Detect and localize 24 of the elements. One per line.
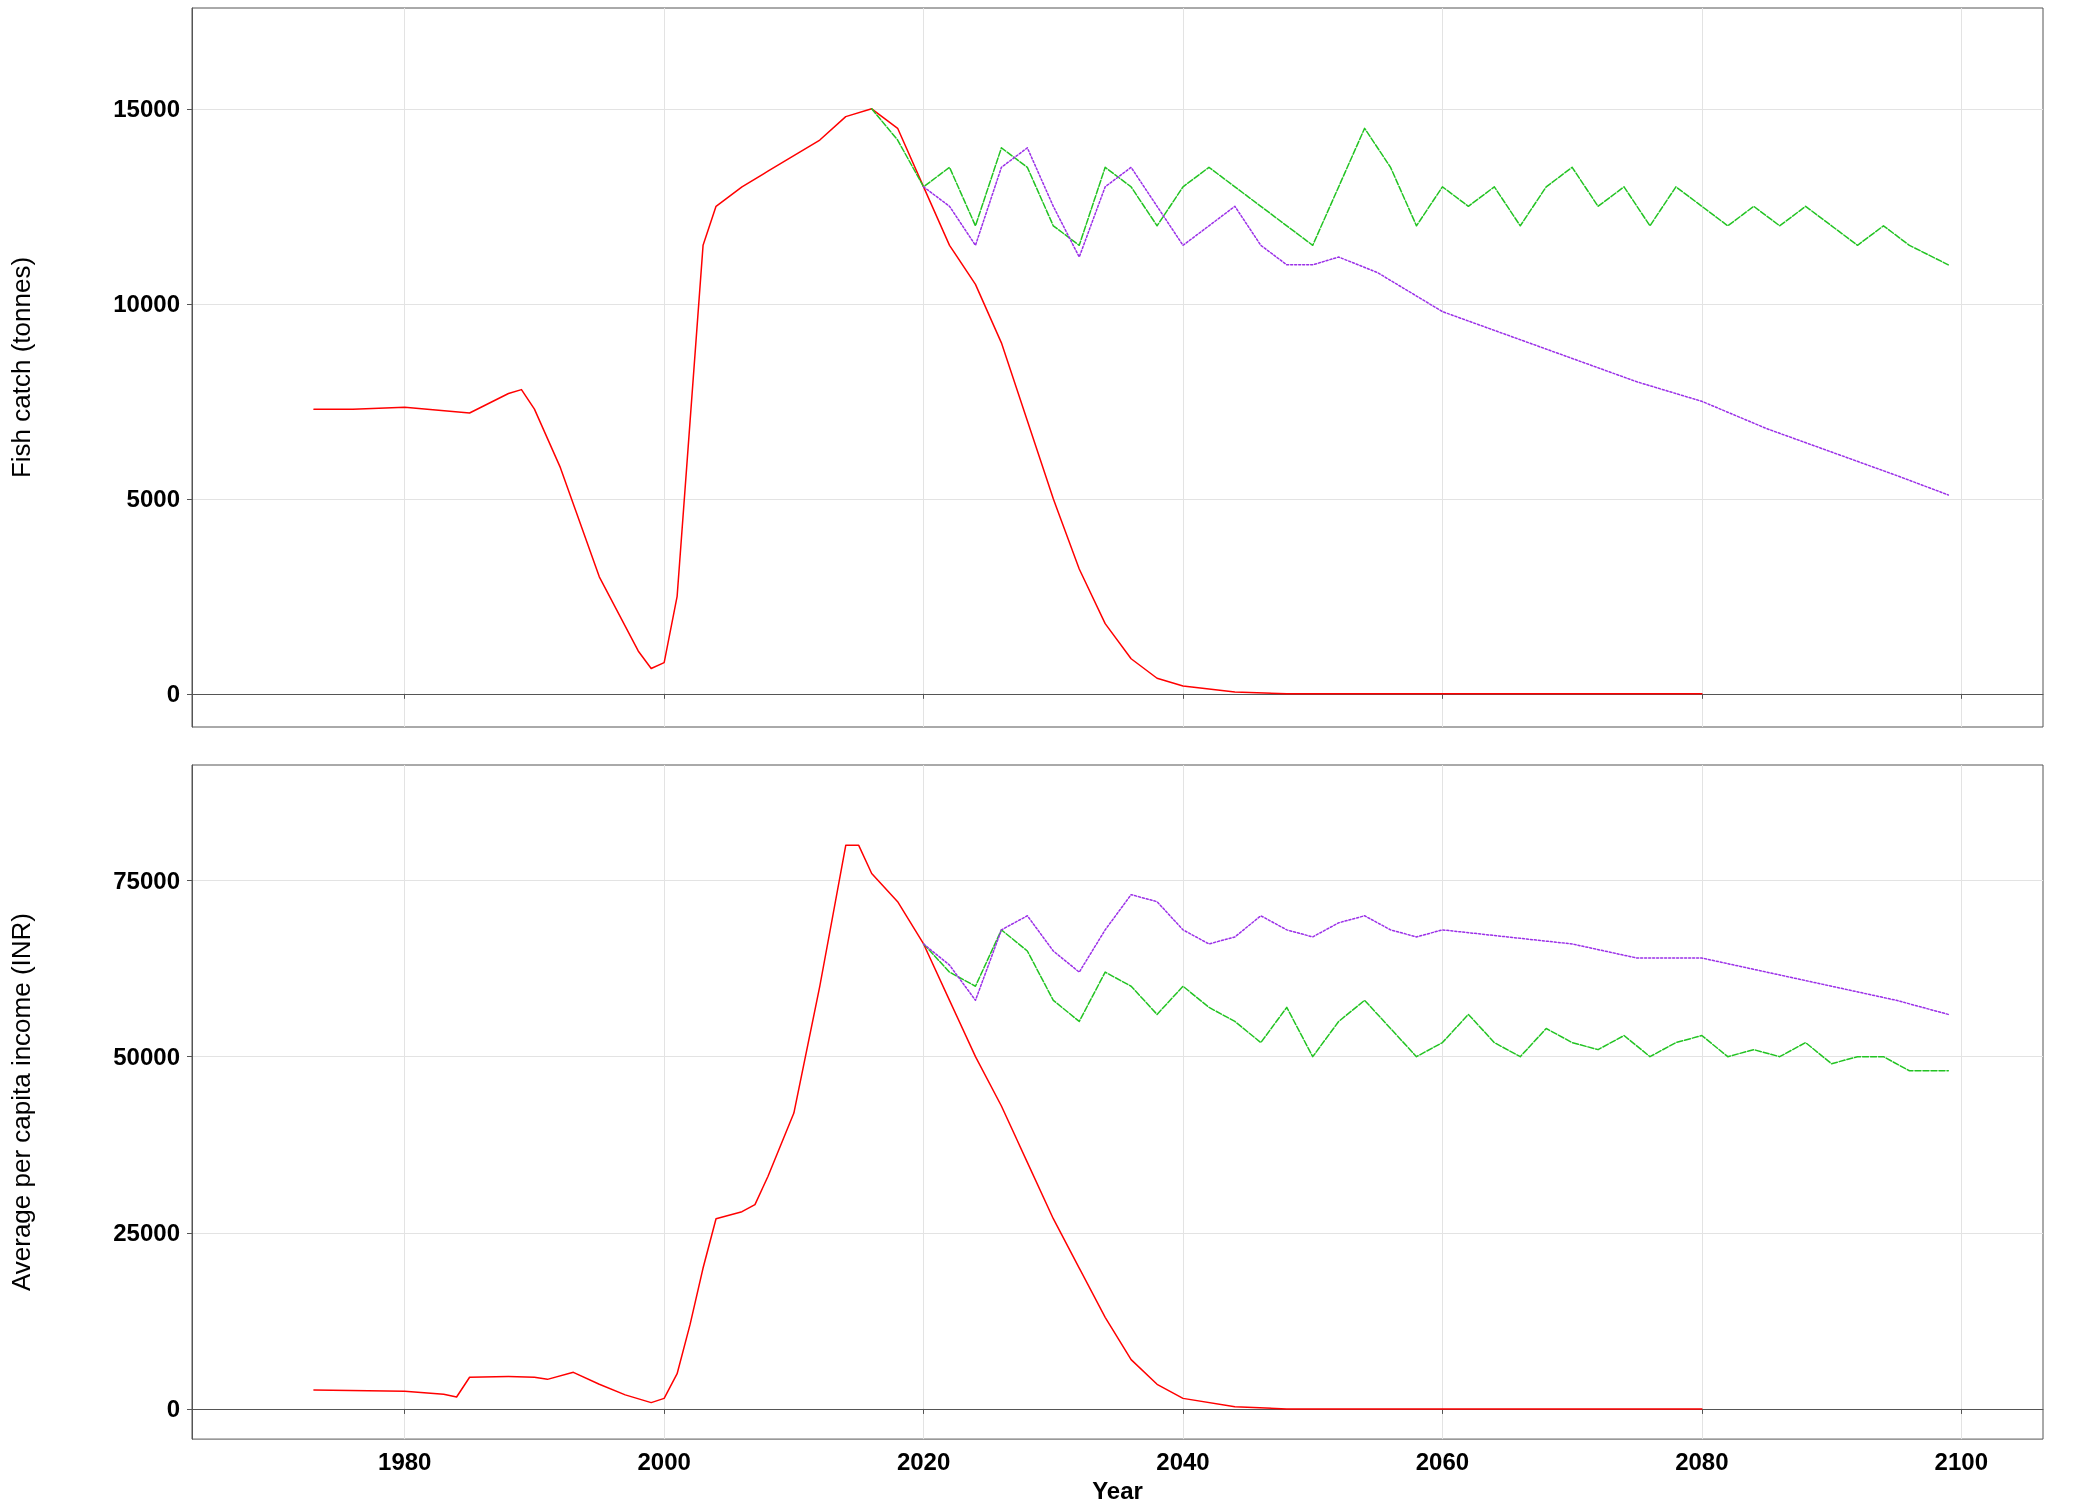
y-tick-label: 0 xyxy=(166,1395,180,1423)
y-axis-title: Average per capita income (INR) xyxy=(6,912,36,1292)
line-series xyxy=(922,929,1950,1072)
y-tick-label: 75000 xyxy=(113,867,180,895)
y-axis-title: Fish catch (tonnes) xyxy=(6,256,36,479)
y-tick-label: 50000 xyxy=(113,1043,180,1071)
x-tick-label: 2000 xyxy=(637,1447,691,1475)
y-tick-label: 15000 xyxy=(113,95,180,123)
line-series xyxy=(313,844,1703,1410)
x-tick-label: 2020 xyxy=(896,1447,951,1475)
x-tick-label: 2100 xyxy=(1934,1447,1988,1475)
y-tick-label: 25000 xyxy=(113,1219,180,1247)
line-series xyxy=(870,108,1950,266)
y-tick-label: 10000 xyxy=(113,290,180,318)
x-tick-label: 1980 xyxy=(378,1447,432,1475)
line-series xyxy=(922,893,1950,1016)
x-axis-title: Year xyxy=(1092,1476,1143,1504)
x-tick-label: 2080 xyxy=(1675,1447,1729,1475)
line-series xyxy=(922,147,1950,496)
x-tick-label: 2040 xyxy=(1156,1447,1210,1475)
y-tick-label: 0 xyxy=(166,680,180,708)
y-tick-label: 5000 xyxy=(126,485,180,513)
line-series xyxy=(313,108,1703,695)
x-tick-label: 2060 xyxy=(1415,1447,1470,1475)
